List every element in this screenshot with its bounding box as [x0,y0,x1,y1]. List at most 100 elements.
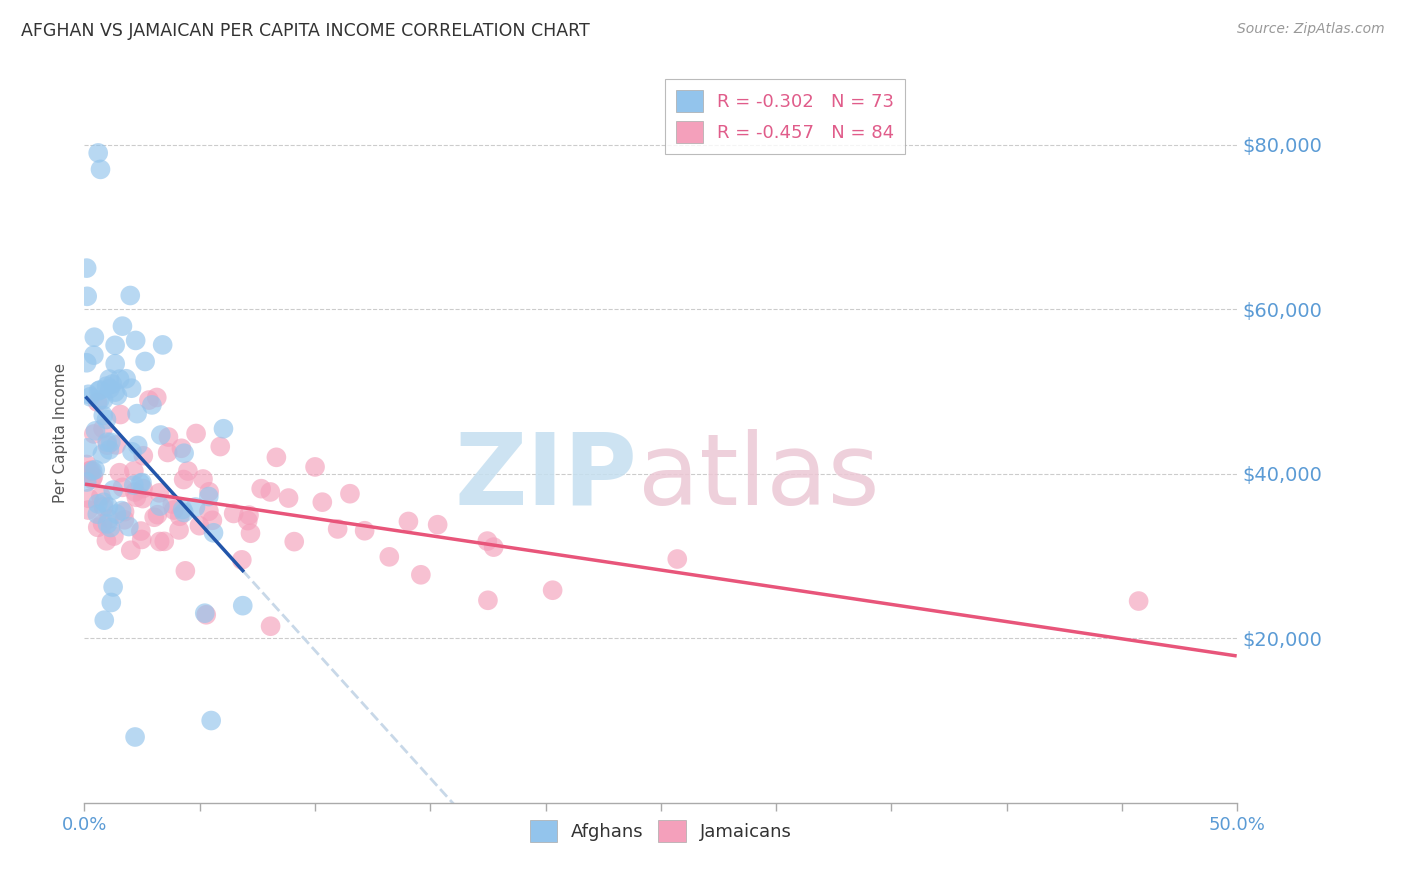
Point [96,435,118,450]
Point [93,392,115,407]
Point [541,583,564,598]
Point [209,440,232,454]
Point [98,512,121,526]
Point [105,438,128,452]
Point [90,489,112,503]
Point [79,390,101,404]
Point [115,372,138,386]
Point [111,480,134,494]
Point [191,472,214,486]
Point [378,549,401,564]
Point [146,508,169,522]
Point [1128,594,1150,608]
Point [83,348,105,362]
Point [89,162,111,177]
Point [87,497,110,511]
Point [96,379,118,393]
Point [149,534,172,549]
Point [96,533,118,548]
Point [79,464,101,478]
Point [89,392,111,407]
Point [105,388,128,402]
Point [172,502,194,516]
Point [80,472,103,486]
Point [148,486,170,500]
Point [202,525,225,540]
Point [100,595,122,609]
Point [194,606,217,620]
Point [103,529,125,543]
Point [259,619,281,633]
Point [96,412,118,426]
Point [87,145,110,160]
Point [84,462,107,476]
Point [83,426,105,441]
Point [77,387,100,401]
Point [86,395,108,409]
Legend: Afghans, Jamaicans: Afghans, Jamaicans [523,813,799,849]
Point [666,552,689,566]
Point [173,446,195,460]
Point [86,507,108,521]
Point [111,319,134,334]
Point [156,445,179,459]
Point [96,516,118,531]
Point [98,382,121,396]
Point [163,503,186,517]
Point [101,377,124,392]
Point [122,478,145,492]
Point [283,534,305,549]
Point [132,449,155,463]
Point [173,473,195,487]
Point [76,289,98,303]
Point [153,534,176,549]
Point [124,485,146,500]
Point [198,490,221,504]
Point [132,482,155,496]
Point [76,261,98,276]
Point [84,424,107,438]
Point [101,580,124,594]
Point [80,463,103,477]
Point [76,441,98,455]
Point [76,475,98,489]
Point [173,506,195,520]
Point [129,476,152,491]
Point [91,421,114,435]
Point [167,523,190,537]
Point [169,509,191,524]
Point [91,409,114,423]
Point [98,372,121,386]
Point [134,354,156,368]
Point [129,524,152,538]
Text: Source: ZipAtlas.com: Source: ZipAtlas.com [1237,22,1385,37]
Point [132,491,155,506]
Point [83,330,105,344]
Point [277,491,299,505]
Point [124,334,146,348]
Text: atlas: atlas [638,428,879,525]
Point [152,338,174,352]
Point [198,484,221,499]
Point [396,515,419,529]
Point [131,533,153,547]
Point [112,513,135,527]
Point [231,553,253,567]
Point [232,599,254,613]
Point [89,383,111,397]
Point [200,714,222,728]
Point [77,491,100,506]
Point [239,526,262,541]
Point [103,483,125,497]
Point [91,516,114,531]
Point [198,504,221,518]
Point [118,519,141,533]
Point [143,510,166,524]
Point [162,497,184,511]
Point [127,407,149,421]
Point [121,381,143,395]
Point [304,459,326,474]
Point [195,607,218,622]
Point [266,450,288,465]
Point [98,442,121,457]
